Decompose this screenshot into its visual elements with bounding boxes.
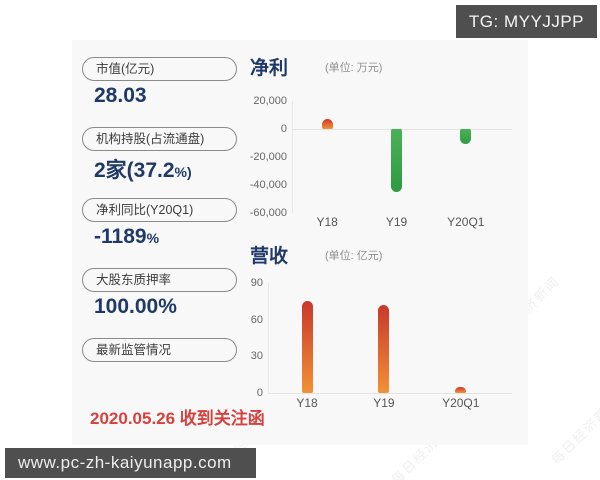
bar-Y19	[391, 129, 402, 192]
x-category-label: Y19	[385, 215, 408, 229]
metric-label-latest-regulation: 最新监管情况	[82, 338, 237, 362]
bar-Y20Q1	[455, 386, 467, 393]
y-tick-label: -60,000	[249, 207, 287, 219]
bar-Y20Q1	[460, 129, 472, 145]
metric-label-institution-holding: 机构持股(占流通盘)	[82, 127, 237, 151]
site-url-watermark: www.pc-zh-kaiyunapp.com	[5, 448, 256, 478]
y-axis-line	[268, 283, 269, 393]
bar-Y19	[378, 305, 390, 393]
bar-Y18	[301, 301, 313, 393]
chart-unit-label: (单位: 万元)	[325, 62, 383, 74]
y-tick-label: -20,000	[249, 151, 287, 163]
content-card: 市值(亿元) 28.03 机构持股(占流通盘) 2家(37.2%) 净利同比(Y…	[72, 40, 528, 445]
metric-label-pledge-ratio: 大股东质押率	[82, 268, 237, 292]
metric-value-text: 28.03	[94, 84, 147, 107]
x-category-label: Y18	[316, 215, 338, 229]
watermark-text: 每日经济新闻	[548, 393, 600, 468]
y-tick-label: 60	[250, 313, 263, 326]
x-category-label: Y20Q1	[447, 215, 485, 229]
metric-value-pledge-ratio: 100.00%	[94, 295, 177, 319]
chart-unit-label: (单位: 亿元)	[325, 250, 383, 262]
metric-value-text: 100.00%	[94, 295, 177, 318]
metric-value-text: 2家(37.2	[94, 159, 175, 182]
metric-label-profit-yoy: 净利同比(Y20Q1)	[82, 198, 237, 222]
metric-value-suffix: %)	[174, 164, 192, 180]
y-tick-label: 20,000	[253, 95, 287, 107]
metric-value-suffix: %	[146, 230, 160, 246]
net-profit-chart: 净利 (单位: 万元) 20,000 0 -20,000 -40,000 -60,000…	[245, 50, 528, 238]
metric-label-market-cap: 市值(亿元)	[82, 57, 237, 81]
chart-title: 营收	[250, 246, 289, 267]
x-category-label: Y19	[373, 396, 395, 410]
y-tick-label: -40,000	[249, 179, 287, 191]
regulation-event-text: 2020.05.26 收到关注函	[90, 409, 265, 428]
y-axis-line	[292, 101, 293, 213]
tg-watermark-badge: TG: MYYJJPP	[455, 5, 597, 38]
zero-line	[292, 129, 512, 130]
y-tick-label: 0	[280, 123, 287, 135]
zero-line	[268, 393, 512, 394]
bar-Y18	[321, 119, 333, 129]
x-category-label: Y20Q1	[442, 396, 480, 410]
y-tick-label: 30	[250, 350, 263, 363]
metric-value-institution-holding: 2家(37.2%)	[94, 154, 192, 184]
metric-value-profit-yoy: -1189%	[94, 225, 159, 249]
y-tick-label: 90	[250, 277, 263, 289]
metric-value-market-cap: 28.03	[94, 84, 147, 108]
x-category-label: Y18	[296, 396, 318, 410]
revenue-chart: 营收 (单位: 亿元) 90 60 30 0 Y18 Y19 Y20Q1	[245, 238, 528, 418]
chart-title: 净利	[250, 58, 289, 79]
y-tick-label: 0	[256, 387, 263, 399]
metric-value-text: -1189	[94, 225, 147, 248]
